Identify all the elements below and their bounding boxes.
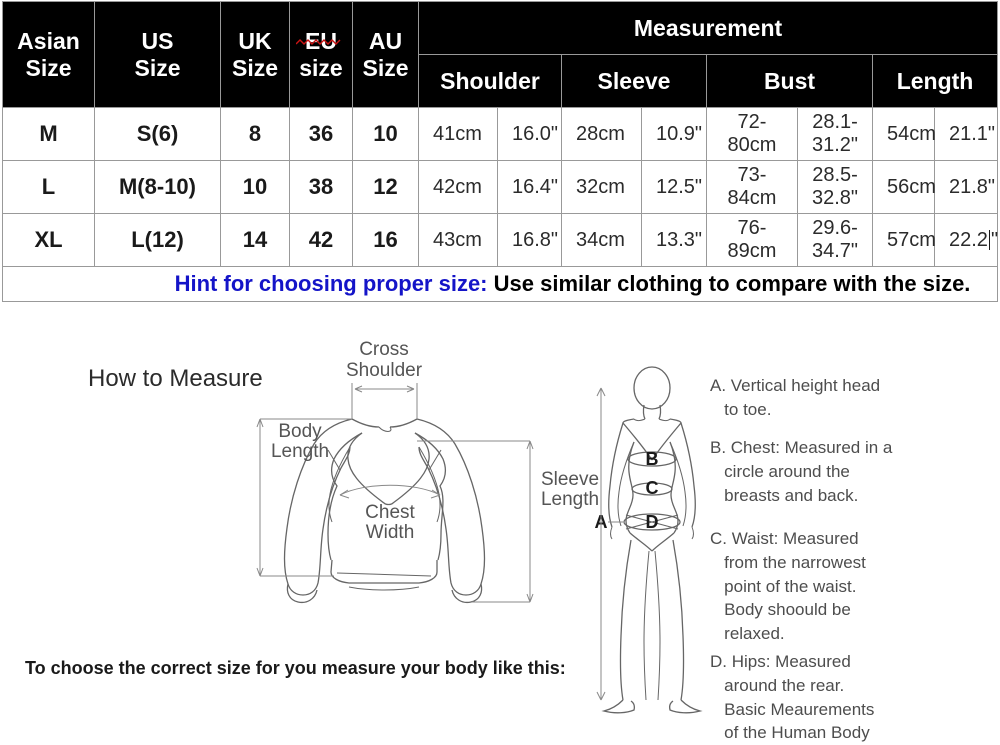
svg-text:Width: Width: [366, 522, 415, 543]
svg-text:Sleeve: Sleeve: [541, 469, 599, 490]
svg-text:B: B: [646, 449, 659, 469]
svg-text:Length: Length: [541, 489, 599, 510]
svg-text:Body: Body: [278, 421, 322, 442]
svg-text:Cross: Cross: [359, 339, 409, 360]
svg-text:Shoulder: Shoulder: [346, 360, 423, 381]
svg-text:Length: Length: [271, 441, 329, 462]
svg-text:Chest: Chest: [365, 502, 415, 523]
svg-text:C: C: [646, 478, 659, 498]
svg-text:D: D: [646, 512, 659, 532]
